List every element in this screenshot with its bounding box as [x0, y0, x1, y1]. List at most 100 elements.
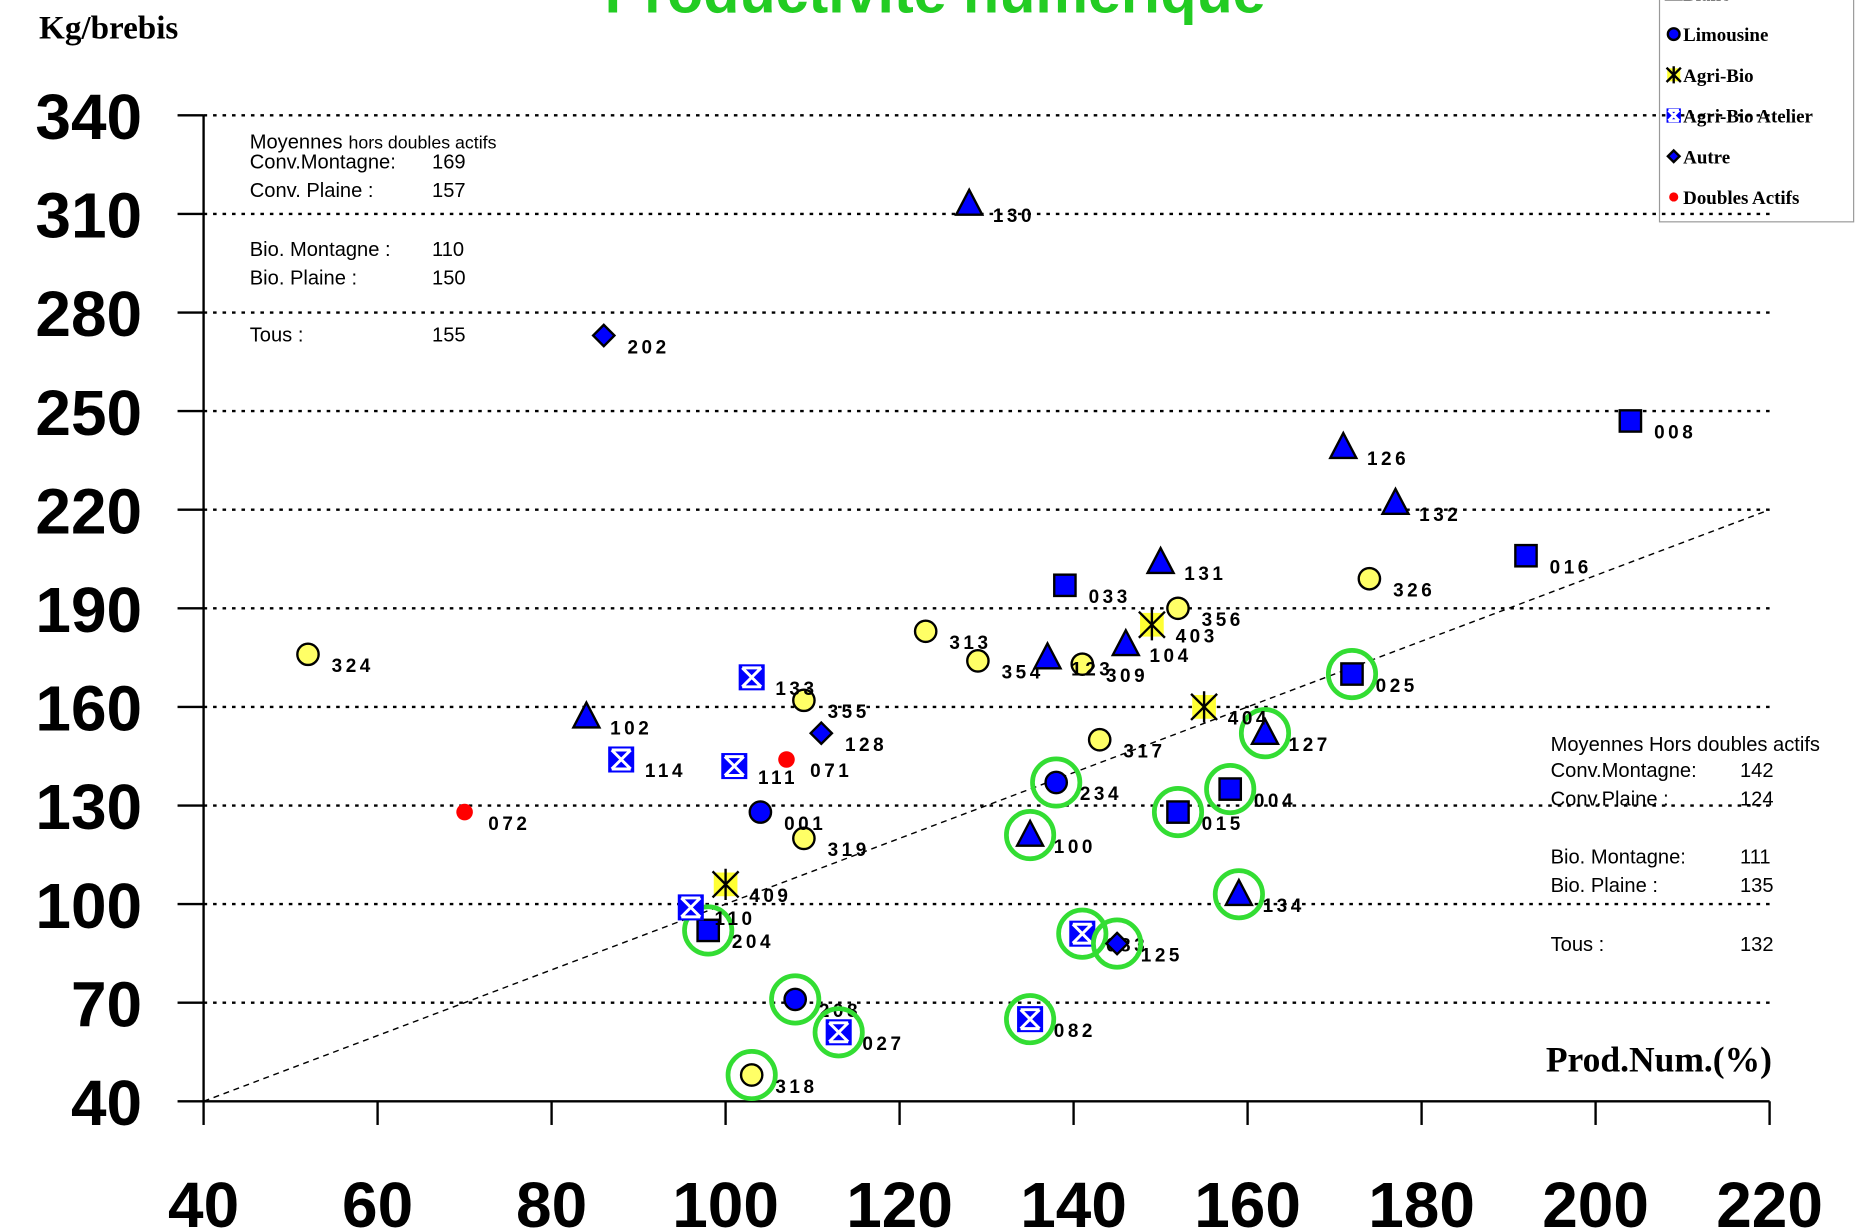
- legend-label: Blanc: [1683, 0, 1729, 5]
- star: [711, 868, 740, 901]
- point-triangle: [1110, 627, 1141, 657]
- y-tick-label: 280: [35, 278, 142, 350]
- annotation-title: Moyennes hors doubles actifs: [250, 131, 497, 153]
- point-circle: [1666, 27, 1681, 42]
- point-label: 110: [714, 909, 755, 930]
- annotation-row-value: 157: [432, 180, 466, 202]
- point-circle: [748, 800, 773, 824]
- circle: [1357, 566, 1382, 591]
- point-label: 102: [610, 719, 652, 740]
- point-label: 324: [332, 656, 374, 677]
- square: [1166, 800, 1190, 824]
- point-label: 027: [862, 1034, 904, 1055]
- xsquare-cross: [741, 666, 763, 689]
- x-axis-label: Prod.Num.(%): [1546, 1040, 1772, 1080]
- annotation-title-main: Moyennes: [250, 131, 343, 153]
- point-star: [1138, 609, 1166, 641]
- point-triangle: [1250, 716, 1280, 746]
- point-label: 033: [1089, 587, 1131, 608]
- point-dot: [456, 803, 473, 821]
- point-xsquare: [721, 753, 748, 780]
- y-tick-label: 100: [35, 870, 142, 942]
- circle: [1666, 27, 1681, 42]
- point-triangle: [954, 187, 985, 216]
- x-tick-label: 160: [1194, 1169, 1301, 1232]
- point-triangle: [1380, 486, 1411, 515]
- dot: [1669, 192, 1679, 202]
- triangle: [1015, 818, 1046, 847]
- point-xsquare: [677, 894, 704, 921]
- point-dot: [778, 751, 795, 768]
- point-label: 128: [845, 735, 887, 756]
- point-label: 130: [993, 206, 1035, 227]
- x-tick-label: 60: [342, 1169, 413, 1232]
- y-tick-label: 340: [35, 81, 142, 153]
- reference-line: [203, 509, 1770, 1102]
- circle: [1044, 770, 1069, 795]
- point-label: 100: [1054, 837, 1096, 858]
- point-circle: [739, 1063, 764, 1087]
- point-label: 403: [1176, 626, 1218, 647]
- legend-label: Limousine: [1683, 25, 1768, 46]
- legend-box: [1658, 0, 1855, 223]
- circle: [1087, 727, 1112, 752]
- point-triangle: [1328, 430, 1359, 460]
- highlight-ring: [1212, 868, 1265, 921]
- highlight-ring: [1004, 809, 1057, 862]
- x-tick-label: 40: [168, 1169, 239, 1232]
- triangle: [1380, 486, 1411, 515]
- annotation-row-label: Conv.Montagne:: [250, 152, 396, 174]
- annotation-row-value: 135: [1740, 875, 1774, 897]
- star: [1665, 66, 1682, 84]
- xsquare-cross: [610, 748, 632, 771]
- point-circle: [1070, 652, 1095, 677]
- point-label: 313: [949, 633, 991, 654]
- point-label: 355: [828, 702, 870, 723]
- highlight-ring: [1238, 707, 1292, 760]
- y-tick-label: 130: [35, 771, 142, 843]
- point-label: 126: [1367, 449, 1409, 470]
- point-circle: [966, 649, 990, 673]
- point-label: 354: [1002, 663, 1044, 684]
- x-tick-label: 220: [1716, 1169, 1823, 1232]
- point-xsquare: [608, 746, 635, 773]
- y-tick-label: 250: [35, 377, 142, 449]
- point-xsquare: [1666, 108, 1681, 123]
- x-tick-label: 140: [1020, 1169, 1127, 1232]
- annotation-row-value: 110: [432, 239, 464, 261]
- triangle: [1223, 877, 1254, 907]
- point-label: 132: [1419, 505, 1461, 526]
- point-triangle: [1145, 545, 1176, 575]
- annotation-row-label: Bio. Plaine :: [250, 268, 357, 290]
- circle: [783, 987, 808, 1012]
- highlight-ring: [812, 1006, 865, 1059]
- point-xsquare: [1017, 1006, 1044, 1033]
- annotation-row-value: 142: [1740, 760, 1774, 782]
- y-tick-label: 310: [35, 180, 142, 252]
- triangle: [1328, 430, 1359, 460]
- point-label: 001: [784, 814, 826, 835]
- point-label: 133: [775, 679, 817, 700]
- point-label: 082: [1054, 1021, 1096, 1042]
- legend-label: Doubles Actifs: [1683, 188, 1799, 209]
- circle: [296, 642, 320, 667]
- annotation-row-value: 124: [1740, 788, 1774, 810]
- point-star: [711, 868, 740, 901]
- annotation-title: Moyennes Hors doubles actifs: [1551, 734, 1820, 756]
- point-xsquare: [825, 1019, 852, 1046]
- point-label: 318: [775, 1077, 817, 1098]
- point-triangle: [1015, 818, 1046, 847]
- point-label: 123: [1071, 659, 1113, 680]
- circle: [792, 826, 816, 851]
- diamond: [1666, 148, 1682, 164]
- y-tick-label: 40: [71, 1067, 142, 1139]
- point-circle: [1087, 727, 1112, 752]
- triangle: [1032, 640, 1063, 670]
- point-star: [1665, 66, 1682, 84]
- point-square: [1514, 543, 1538, 568]
- annotation-row-value: 132: [1740, 934, 1774, 956]
- square: [696, 918, 721, 943]
- square: [1053, 573, 1077, 598]
- circle: [966, 649, 990, 673]
- annotation-row-value: 111: [1740, 846, 1771, 868]
